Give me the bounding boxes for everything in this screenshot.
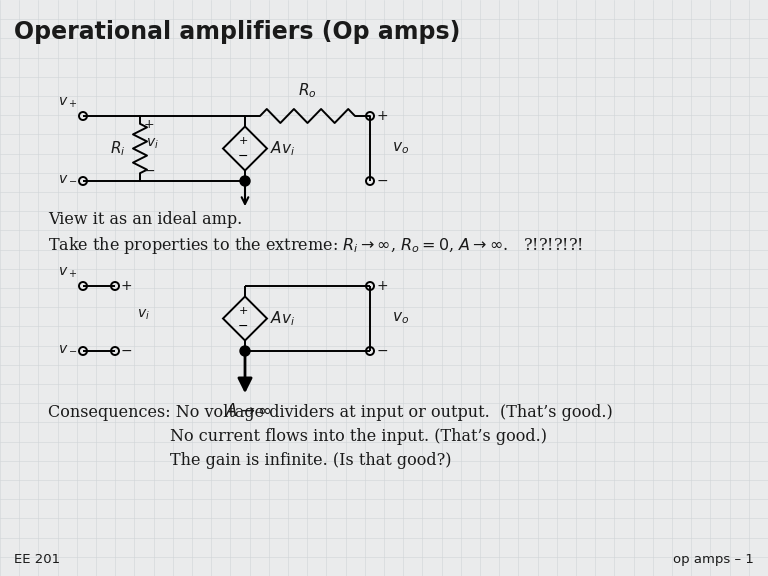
Text: $v_o$: $v_o$ bbox=[392, 141, 409, 156]
Text: −: − bbox=[121, 344, 133, 358]
Text: $A \rightarrow \infty$: $A \rightarrow \infty$ bbox=[225, 403, 272, 420]
Text: Operational amplifiers (Op amps): Operational amplifiers (Op amps) bbox=[14, 20, 460, 44]
Text: +: + bbox=[238, 306, 248, 316]
Text: op amps – 1: op amps – 1 bbox=[673, 553, 754, 566]
Text: +: + bbox=[238, 137, 248, 146]
Text: $v_o$: $v_o$ bbox=[392, 310, 409, 327]
Text: EE 201: EE 201 bbox=[14, 553, 60, 566]
Text: $R_o$: $R_o$ bbox=[298, 81, 317, 100]
Text: −: − bbox=[144, 164, 156, 177]
Text: +: + bbox=[377, 109, 389, 123]
Text: No current flows into the input. (That’s good.): No current flows into the input. (That’s… bbox=[170, 428, 547, 445]
Circle shape bbox=[240, 176, 250, 186]
Text: −: − bbox=[238, 320, 248, 333]
Text: View it as an ideal amp.: View it as an ideal amp. bbox=[48, 211, 242, 228]
Text: $v_-$: $v_-$ bbox=[58, 340, 77, 354]
Text: $R_i$: $R_i$ bbox=[111, 139, 126, 158]
Text: −: − bbox=[377, 174, 389, 188]
Text: $v_+$: $v_+$ bbox=[58, 266, 77, 280]
Text: +: + bbox=[144, 118, 154, 131]
Circle shape bbox=[240, 346, 250, 356]
Text: $Av_i$: $Av_i$ bbox=[270, 309, 295, 328]
Text: $v_i$: $v_i$ bbox=[137, 308, 150, 322]
Text: −: − bbox=[238, 150, 248, 163]
Text: +: + bbox=[121, 279, 133, 293]
Text: $v_+$: $v_+$ bbox=[58, 96, 77, 110]
Text: +: + bbox=[377, 279, 389, 293]
Text: $Av_i$: $Av_i$ bbox=[270, 139, 295, 158]
Text: The gain is infinite. (Is that good?): The gain is infinite. (Is that good?) bbox=[170, 452, 452, 469]
Text: $v_-$: $v_-$ bbox=[58, 170, 77, 184]
Text: Consequences: No voltage dividers at input or output.  (That’s good.): Consequences: No voltage dividers at inp… bbox=[48, 404, 613, 421]
Text: −: − bbox=[377, 344, 389, 358]
Text: Take the properties to the extreme: $R_i \rightarrow \infty$, $R_o = 0$, $A \rig: Take the properties to the extreme: $R_i… bbox=[48, 235, 583, 256]
Text: $v_i$: $v_i$ bbox=[146, 137, 159, 151]
